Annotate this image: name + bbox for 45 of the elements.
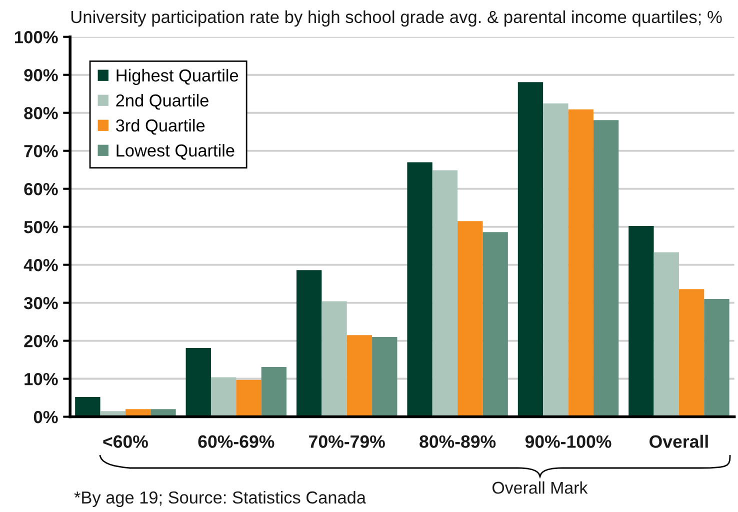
y-tick-label: 30% bbox=[24, 296, 58, 310]
legend-label: Lowest Quartile bbox=[116, 144, 234, 160]
bar bbox=[261, 367, 287, 417]
y-tick-label: 80% bbox=[24, 107, 58, 120]
bar bbox=[75, 397, 100, 417]
bar bbox=[482, 232, 508, 417]
bar bbox=[236, 380, 262, 417]
bar bbox=[518, 82, 544, 417]
y-tick-label: 40% bbox=[24, 258, 58, 272]
x-axis-title: Overall Mark bbox=[492, 481, 588, 494]
bar bbox=[432, 170, 458, 417]
bar bbox=[628, 226, 654, 417]
x-tick-label: <60% bbox=[103, 435, 148, 448]
bar bbox=[704, 299, 730, 417]
y-tick-label: 100% bbox=[14, 31, 58, 44]
x-tick-label: 80%-89% bbox=[420, 435, 496, 448]
bar bbox=[407, 162, 432, 417]
bar bbox=[654, 252, 679, 417]
y-tick-label: 10% bbox=[24, 372, 58, 386]
x-tick-label: Overall bbox=[650, 434, 708, 448]
legend-label: 3rd Quartile bbox=[116, 118, 205, 135]
bar bbox=[210, 377, 236, 417]
y-tick-label: 90% bbox=[24, 69, 58, 82]
bar bbox=[372, 336, 398, 417]
bar bbox=[593, 120, 619, 417]
bar bbox=[322, 301, 347, 417]
bar bbox=[296, 270, 322, 417]
x-tick-label: 60%-69% bbox=[198, 435, 274, 448]
bar bbox=[568, 109, 594, 417]
bar bbox=[458, 221, 483, 417]
bar bbox=[186, 348, 211, 417]
legend-label: Highest Quartile bbox=[116, 68, 238, 85]
y-tick-label: 60% bbox=[24, 182, 58, 196]
bar bbox=[346, 335, 372, 417]
x-tick-label: 70%-79% bbox=[309, 435, 385, 448]
chart-title: University participation rate by high school grade avg. & parental income quartiles; % bbox=[71, 10, 722, 27]
bar bbox=[543, 103, 568, 417]
y-tick-label: 50% bbox=[24, 220, 58, 234]
bar bbox=[678, 289, 704, 417]
y-tick-label: 20% bbox=[24, 334, 58, 348]
legend-label: 2nd Quartile bbox=[116, 94, 208, 110]
y-tick-label: 0% bbox=[34, 410, 58, 424]
x-tick-label: 90%-100% bbox=[525, 435, 612, 448]
text: *By age 19; Source: Statistics Canada bbox=[74, 490, 366, 508]
y-tick-label: 70% bbox=[24, 145, 58, 158]
